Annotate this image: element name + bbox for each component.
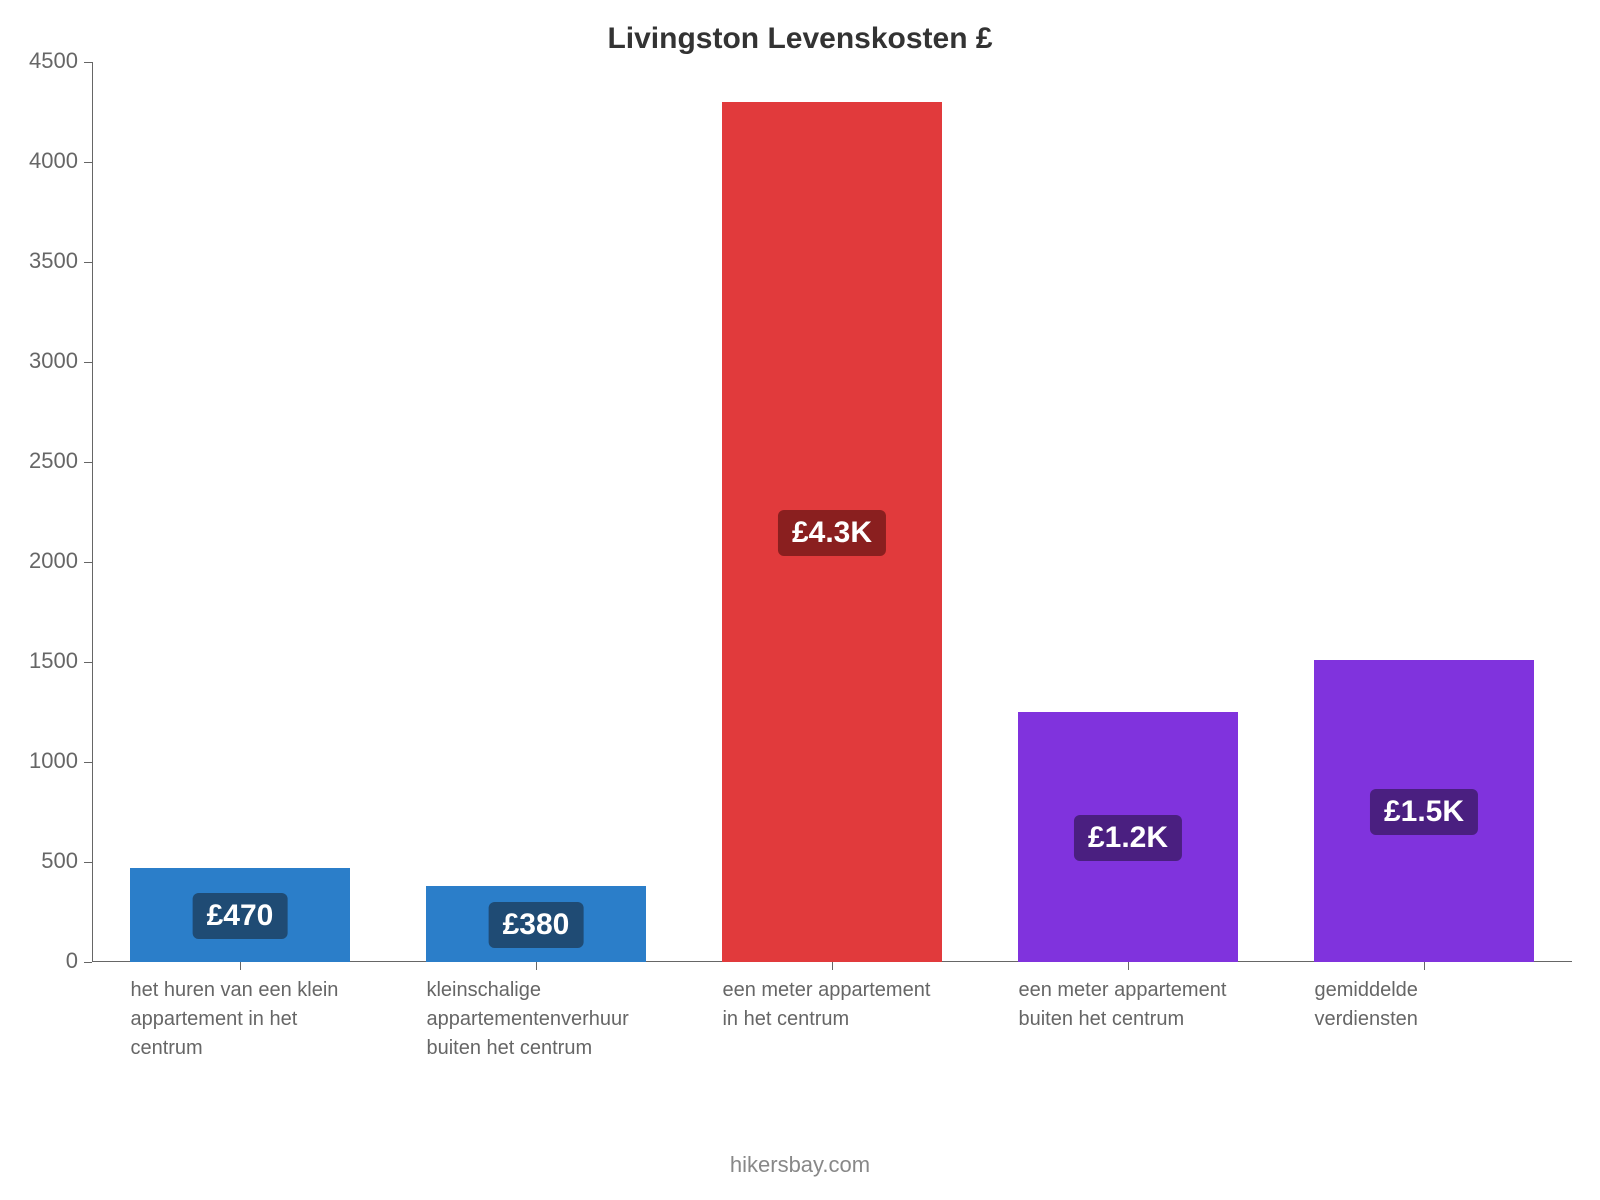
y-tick-label: 3500 xyxy=(0,248,78,274)
y-tick-mark xyxy=(84,962,92,963)
x-tick-mark xyxy=(240,962,241,970)
x-category-label: kleinschalige appartementenverhuur buite… xyxy=(426,976,634,1063)
x-category-label: een meter appartement buiten het centrum xyxy=(1018,976,1226,1034)
y-tick-label: 500 xyxy=(0,848,78,874)
y-tick-label: 4000 xyxy=(0,148,78,174)
y-tick-mark xyxy=(84,362,92,363)
y-tick-mark xyxy=(84,62,92,63)
y-tick-mark xyxy=(84,562,92,563)
y-tick-label: 2000 xyxy=(0,548,78,574)
y-tick-label: 1500 xyxy=(0,648,78,674)
x-tick-mark xyxy=(1128,962,1129,970)
x-category-label: een meter appartement in het centrum xyxy=(722,976,930,1034)
y-tick-mark xyxy=(84,862,92,863)
x-category-label: het huren van een klein appartement in h… xyxy=(130,976,338,1063)
x-tick-mark xyxy=(832,962,833,970)
y-tick-label: 4500 xyxy=(0,48,78,74)
y-tick-mark xyxy=(84,262,92,263)
y-tick-label: 2500 xyxy=(0,448,78,474)
plot-area: 050010001500200025003000350040004500£470… xyxy=(92,62,1572,962)
bar-value-label: £1.2K xyxy=(1074,815,1182,861)
x-tick-mark xyxy=(536,962,537,970)
bar-value-label: £4.3K xyxy=(778,510,886,556)
bar-value-label: £470 xyxy=(193,893,288,939)
y-tick-mark xyxy=(84,462,92,463)
chart-footer: hikersbay.com xyxy=(0,1152,1600,1178)
x-tick-mark xyxy=(1424,962,1425,970)
y-tick-mark xyxy=(84,662,92,663)
x-category-label: gemiddelde verdiensten xyxy=(1314,976,1522,1034)
y-axis-line xyxy=(92,62,93,962)
y-tick-label: 0 xyxy=(0,948,78,974)
y-tick-label: 3000 xyxy=(0,348,78,374)
chart-title: Livingston Levenskosten £ xyxy=(0,0,1600,56)
y-tick-label: 1000 xyxy=(0,748,78,774)
y-tick-mark xyxy=(84,162,92,163)
y-tick-mark xyxy=(84,762,92,763)
bar-value-label: £1.5K xyxy=(1370,789,1478,835)
bar-value-label: £380 xyxy=(489,902,584,948)
chart-container: Livingston Levenskosten £ 05001000150020… xyxy=(0,0,1600,1200)
